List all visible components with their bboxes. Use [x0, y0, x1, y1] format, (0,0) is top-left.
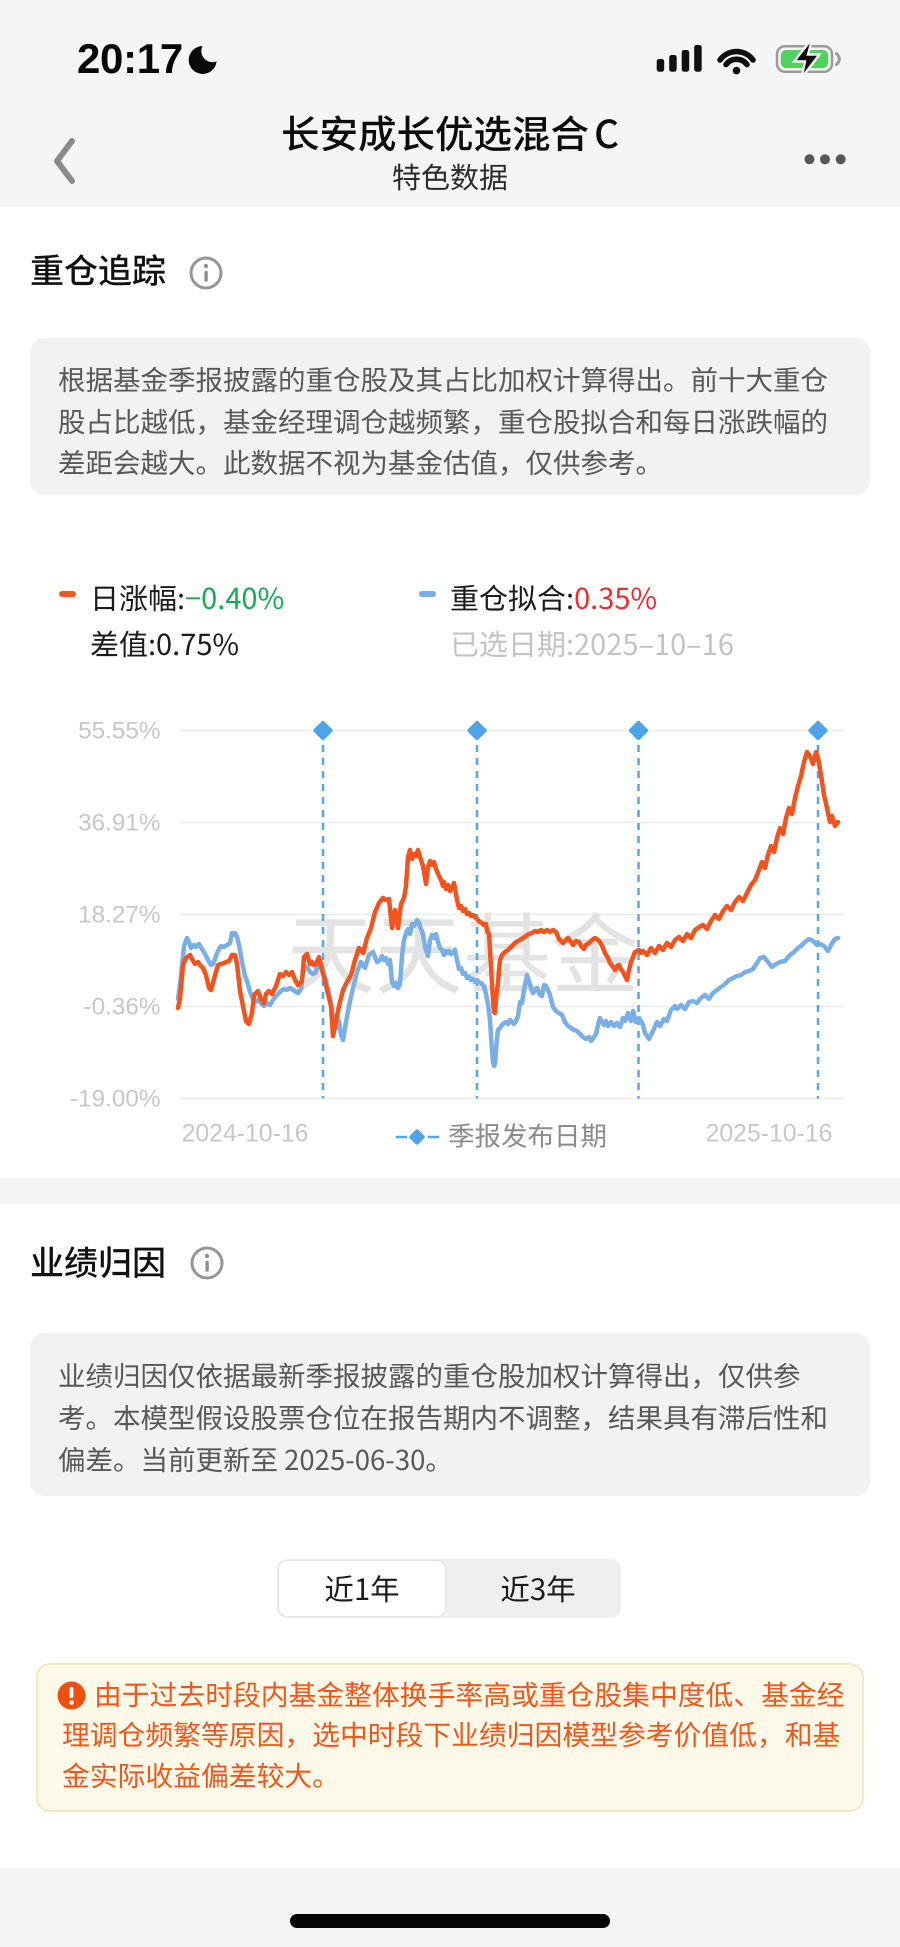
svg-text:36.91%: 36.91% — [78, 810, 160, 837]
svg-text:-0.36%: -0.36% — [84, 994, 161, 1021]
svg-text:-19.00%: -19.00% — [70, 1086, 161, 1113]
svg-text:55.55%: 55.55% — [78, 718, 160, 745]
svg-text:2025-10-16: 2025-10-16 — [706, 1121, 833, 1148]
svg-text:2024-10-16: 2024-10-16 — [182, 1121, 309, 1148]
svg-text:18.27%: 18.27% — [78, 902, 160, 929]
svg-text:季报发布日期: 季报发布日期 — [448, 1115, 607, 1154]
